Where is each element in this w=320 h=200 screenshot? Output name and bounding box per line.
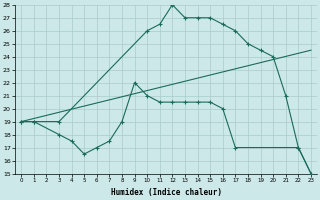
X-axis label: Humidex (Indice chaleur): Humidex (Indice chaleur)	[111, 188, 221, 197]
